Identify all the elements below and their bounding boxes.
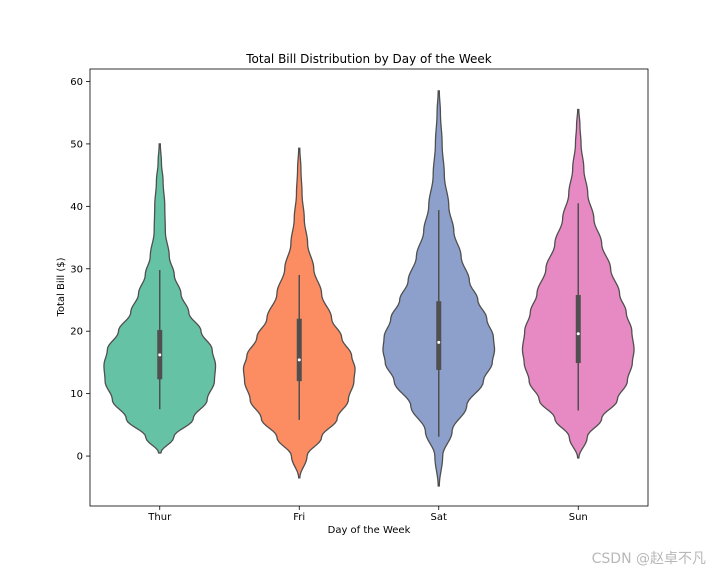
violin-fri: [242, 147, 356, 479]
y-tick-label: 60: [70, 77, 83, 88]
median-point-sun: [576, 332, 580, 336]
y-tick-label: 0: [77, 452, 83, 463]
watermark: CSDN @赵卓不凡: [591, 551, 706, 567]
x-tick-label-sun: Sun: [569, 512, 588, 523]
y-tick-label: 50: [70, 139, 83, 150]
median-point-fri: [297, 358, 301, 362]
x-tick-label-sat: Sat: [431, 512, 447, 523]
y-axis-ticks: 0 10 20 30 40 50 60: [70, 77, 90, 463]
x-tick-label-thur: Thur: [147, 512, 172, 523]
iqr-box-sun: [575, 294, 581, 364]
y-axis-label: Total Bill ($): [56, 257, 67, 317]
violin-sun: [521, 108, 635, 459]
violin-thur: [103, 143, 217, 454]
y-tick-label: 30: [70, 264, 83, 275]
median-point-thur: [158, 353, 162, 357]
violins-group: [103, 90, 635, 487]
violin-sat: [382, 90, 496, 487]
iqr-box-sat: [436, 301, 442, 370]
y-tick-label: 40: [70, 202, 83, 213]
y-tick-label: 10: [70, 389, 83, 400]
x-axis-ticks: Thur Fri Sat Sun: [147, 506, 588, 523]
iqr-box-fri: [296, 318, 302, 382]
y-tick-label: 20: [70, 327, 83, 338]
x-axis-label: Day of the Week: [328, 525, 411, 536]
median-point-sat: [437, 340, 441, 344]
chart-title: Total Bill Distribution by Day of the We…: [245, 52, 492, 66]
x-tick-label-fri: Fri: [293, 512, 305, 523]
